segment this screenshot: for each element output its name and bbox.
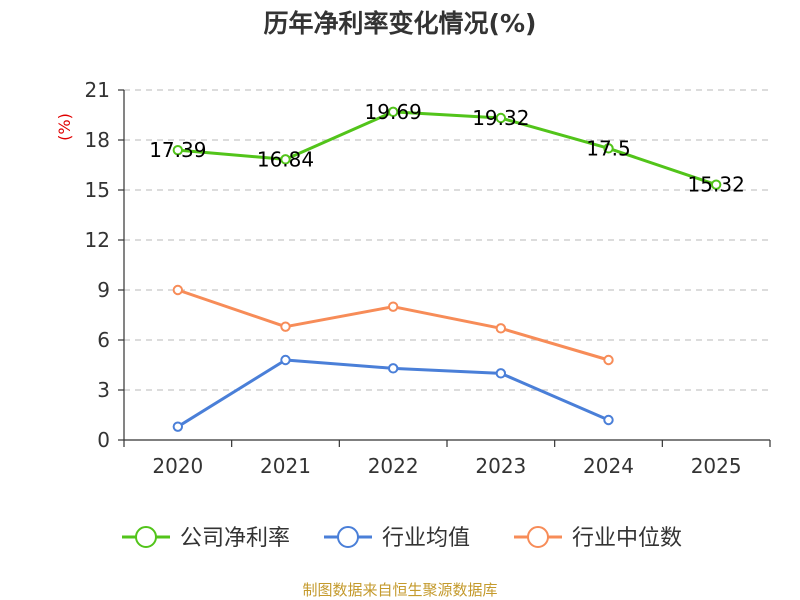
data-point: [280, 354, 291, 366]
data-point: [603, 143, 614, 154]
data-point: [710, 179, 722, 190]
data-source-note: 制图数据来自恒生聚源数据库: [302, 581, 498, 599]
data-label: 15.32: [688, 173, 745, 197]
data-label: 19.69: [365, 100, 422, 124]
x-tick-label: 2020: [152, 454, 203, 478]
data-label: 16.84: [257, 147, 314, 171]
data-point: [495, 112, 507, 124]
legend-item-0[interactable]: 公司净利率: [122, 526, 290, 551]
data-point: [495, 368, 507, 379]
data-point: [495, 323, 507, 334]
y-tick-label: 15: [85, 178, 110, 202]
data-point: [280, 321, 291, 332]
legend[interactable]: 公司净利率 行业均值 行业中位数: [122, 526, 682, 551]
data-point: [603, 354, 614, 366]
y-tick-label: 6: [97, 328, 110, 352]
series-line-0: [177, 110, 717, 187]
legend-marker-icon: [527, 526, 549, 548]
x-tick-label: 2023: [475, 454, 526, 478]
y-tick-label: 12: [85, 228, 110, 252]
legend-label: 公司净利率: [180, 526, 290, 551]
y-tick-label: 9: [97, 278, 110, 302]
x-tick-label: 2021: [260, 454, 311, 478]
data-label: 17.5: [586, 136, 631, 160]
legend-item-2[interactable]: 行业中位数: [514, 526, 682, 551]
data-label: 17.39: [149, 138, 206, 162]
legend-label: 行业中位数: [572, 526, 682, 551]
chart-title: 历年净利率变化情况(%): [263, 9, 537, 38]
data-labels: 17.39 16.84 19.69 19.32 17.5 15.32: [149, 100, 745, 197]
legend-item-1[interactable]: 行业均值: [324, 526, 470, 551]
data-label: 19.32: [472, 106, 529, 130]
data-point: [387, 106, 399, 118]
series-lines: [172, 106, 722, 432]
legend-label: 行业均值: [382, 526, 470, 551]
data-point: [172, 144, 184, 156]
data-point: [172, 421, 184, 432]
y-tick-label: 3: [97, 378, 110, 402]
legend-marker-icon: [135, 526, 157, 548]
data-point: [172, 284, 184, 296]
data-point: [603, 414, 614, 426]
y-tick-label: 18: [85, 128, 110, 152]
grid-lines: [124, 89, 770, 391]
data-point: [387, 301, 399, 312]
data-point: [387, 363, 399, 374]
y-axis-unit-label: (%): [55, 113, 74, 141]
data-point: [280, 154, 291, 165]
x-tick-label: 2022: [368, 454, 419, 478]
x-tick-label: 2025: [691, 454, 742, 478]
y-tick-label: 0: [97, 428, 110, 452]
series-line-2: [177, 288, 609, 362]
y-tick-label: 21: [85, 78, 110, 102]
legend-marker-icon: [337, 526, 359, 548]
axes: 0 3 6 9 12 15 18 21 2020 2021 2022 2023 2024 2025: [85, 78, 771, 478]
x-tick-label: 2024: [583, 454, 634, 478]
